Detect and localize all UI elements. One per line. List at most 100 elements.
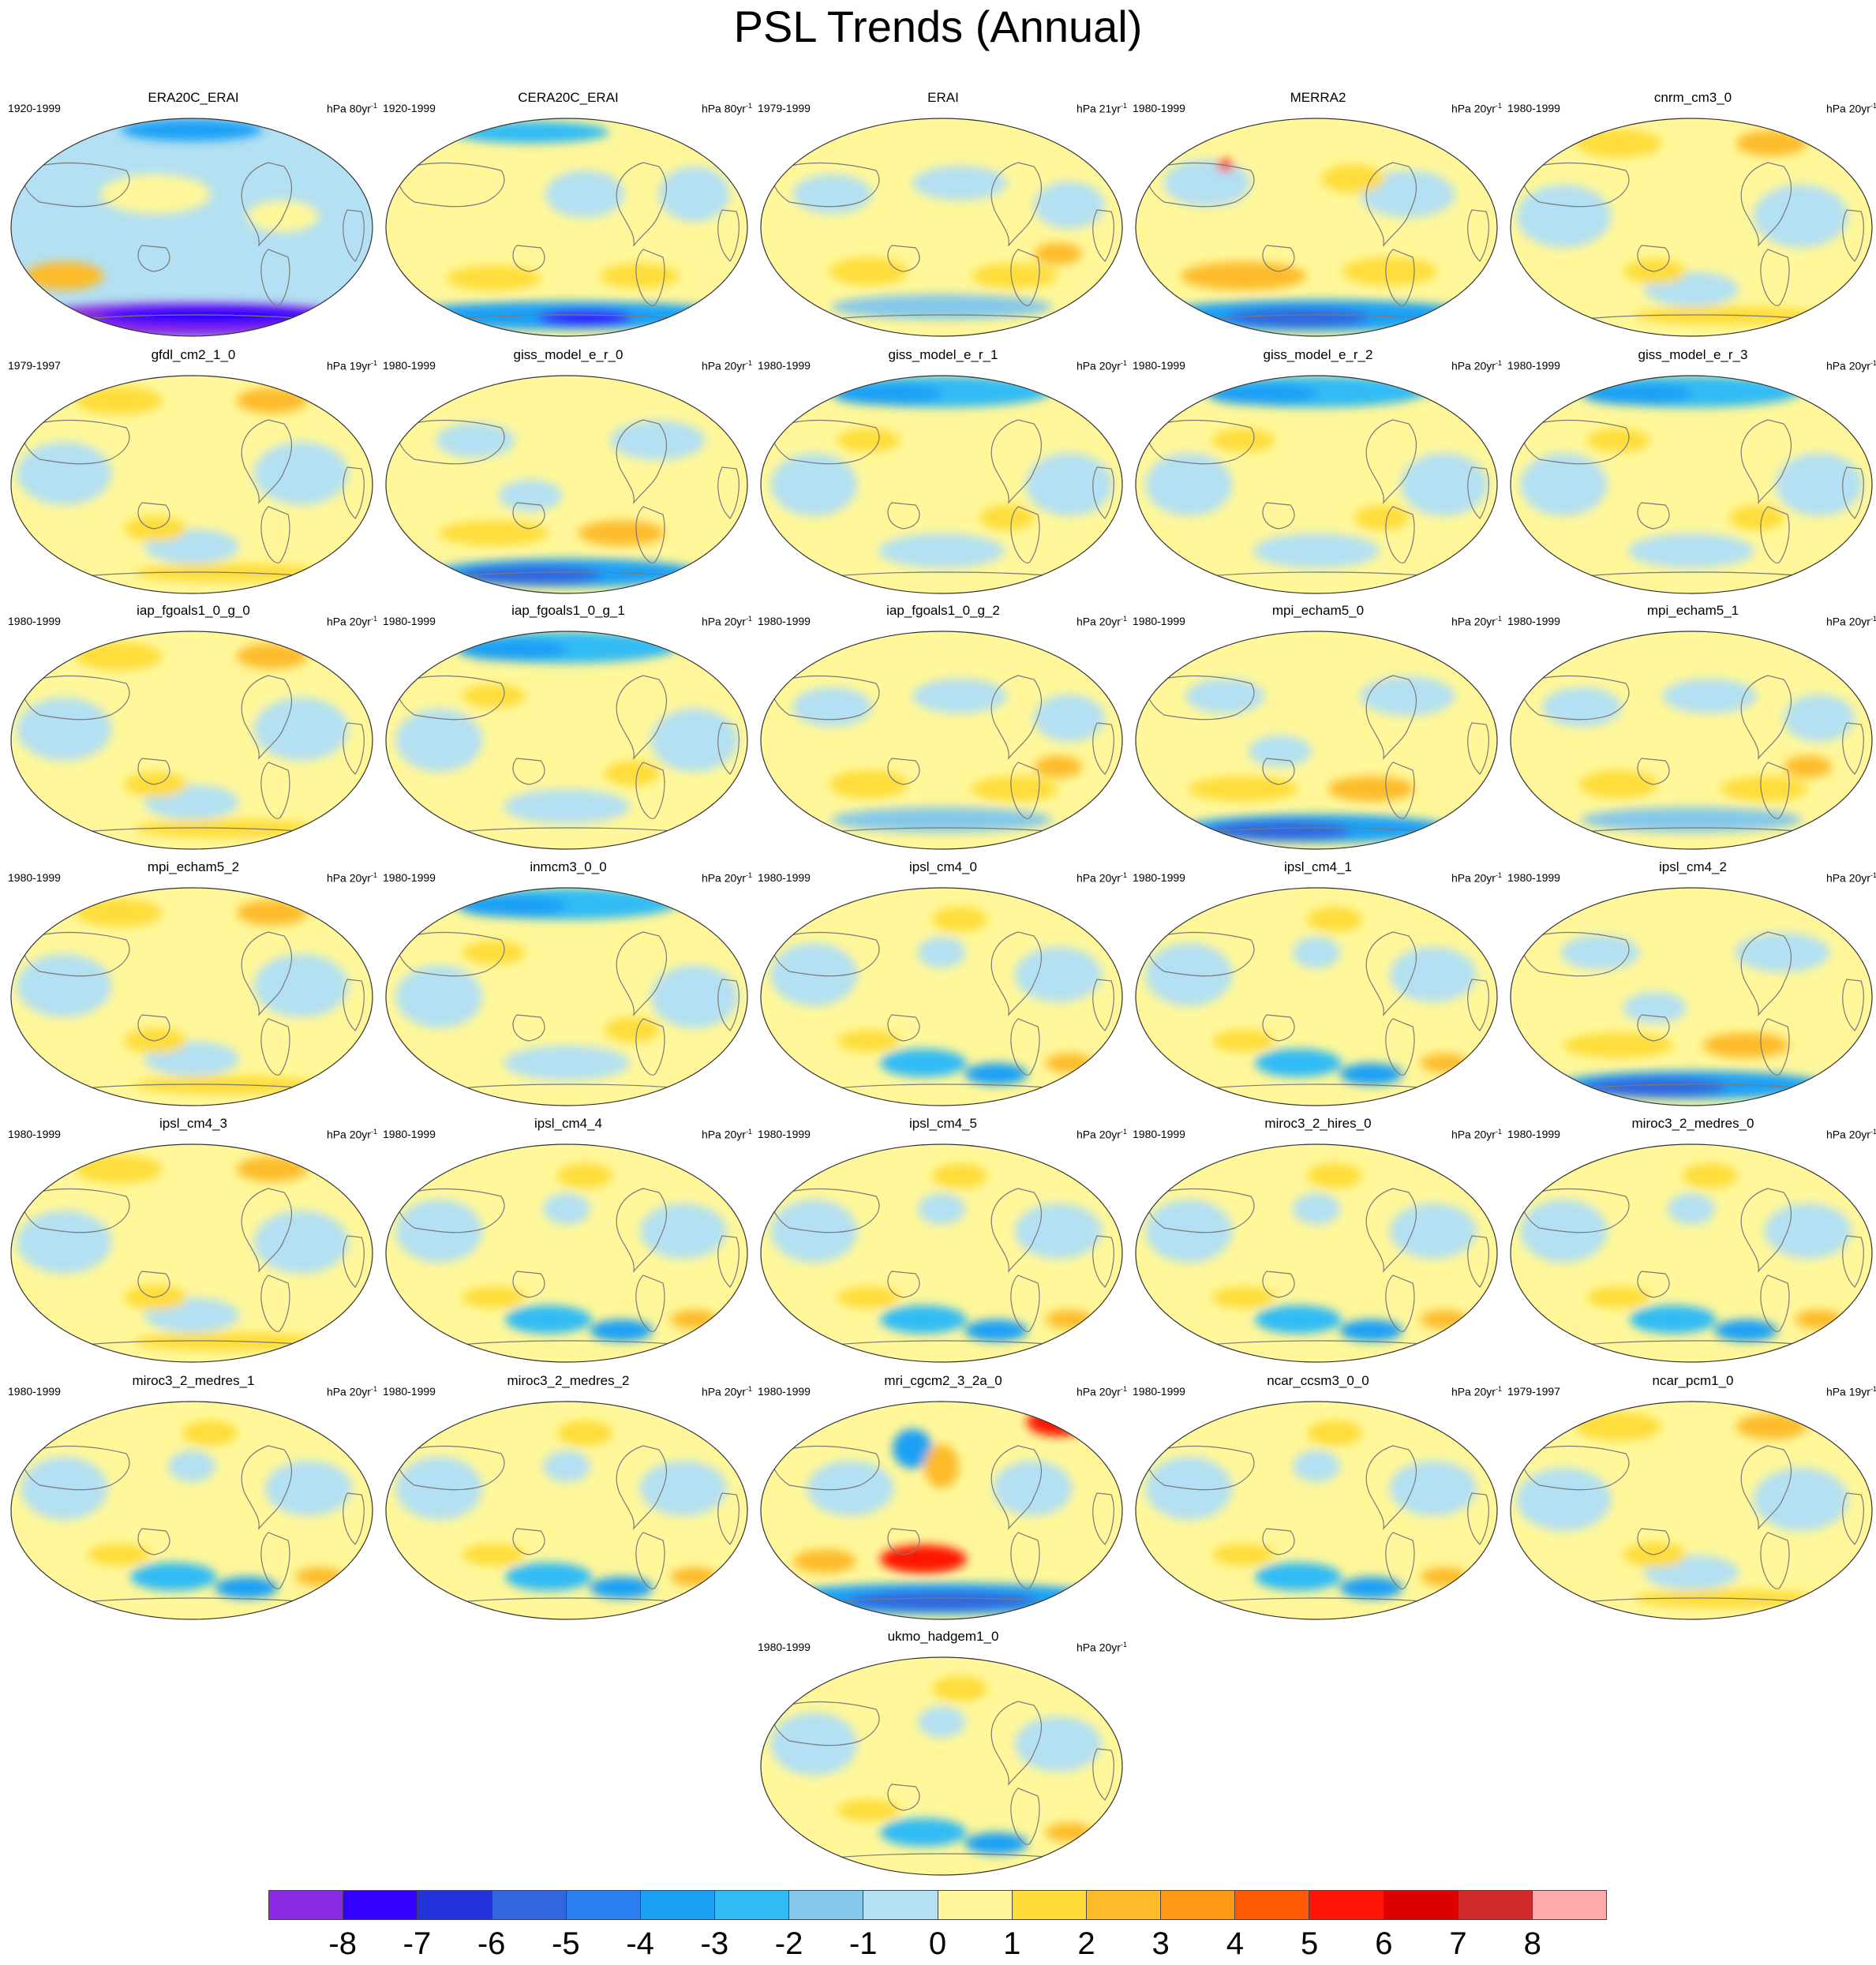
trend-contour [1360, 170, 1455, 218]
panel-title: iap_fgoals1_0_g_0 [137, 603, 250, 618]
trend-contour [971, 776, 1058, 802]
world-map [760, 375, 1123, 594]
trend-contour [829, 257, 908, 286]
panel-units: hPa 20yr-1 [1451, 1382, 1502, 1399]
map-border [1135, 1143, 1498, 1363]
panel-units-exponent: -1 [1120, 1128, 1127, 1136]
trend-contour [121, 118, 263, 141]
panel-units-text: hPa 20yr [1825, 359, 1870, 372]
panel-units: hPa 80yr-1 [327, 99, 377, 116]
panel-units: hPa 20yr-1 [702, 1382, 752, 1399]
trend-contour [395, 965, 483, 1028]
trend-contour [1735, 933, 1830, 972]
map-panel: iap_fgoals1_0_g_0 1980-1999 hPa 20yr-1 [8, 600, 379, 850]
coastline [635, 1018, 665, 1076]
panel-title: giss_model_e_r_2 [1263, 347, 1373, 362]
trend-contour [456, 638, 567, 661]
trend-contour [17, 698, 112, 761]
coastline [1147, 1188, 1255, 1233]
map-panel: iap_fgoals1_0_g_2 1980-1999 hPa 20yr-1 [758, 600, 1129, 850]
panel-units: hPa 20yr-1 [1826, 99, 1876, 116]
map-background [386, 376, 747, 593]
coastline [241, 162, 293, 248]
panel-units-text: hPa 20yr [1076, 1641, 1121, 1654]
map-border [1135, 631, 1498, 850]
map-border [10, 887, 373, 1106]
trend-contour [1516, 185, 1612, 248]
trend-contour [650, 965, 738, 1028]
panel-units-text: hPa 20yr [1076, 615, 1121, 628]
map-border [760, 118, 1123, 337]
panel-title: CERA20C_ERAI [518, 90, 619, 105]
trend-contour [129, 1563, 217, 1591]
panel-title: ERA20C_ERAI [148, 90, 239, 105]
panel-title: ipsl_cm4_4 [534, 1116, 602, 1131]
colorbar-tick-label: 5 [1300, 1926, 1319, 1961]
panel-period: 1980-1999 [758, 1128, 811, 1140]
coastline [1092, 722, 1114, 775]
coastline [1842, 209, 1864, 262]
coastline [241, 1445, 293, 1531]
panel-units-text: hPa 20yr [701, 615, 746, 628]
coastline [512, 1014, 545, 1042]
trend-contour [451, 121, 609, 144]
trend-contour [1682, 1163, 1738, 1188]
world-map [385, 118, 748, 337]
trend-contour [264, 1461, 352, 1516]
trend-contour [1025, 453, 1113, 516]
coastline [1740, 162, 1792, 248]
coastline [137, 1014, 170, 1042]
coastline [1522, 675, 1630, 720]
map-panel: miroc3_2_medres_1 1980-1999 hPa 20yr-1 [8, 1370, 379, 1620]
trend-contour [837, 1799, 901, 1821]
map-panel: ncar_pcm1_0 1979-1997 hPa 19yr-1 [1507, 1370, 1876, 1620]
panel-title: miroc3_2_hires_0 [1264, 1116, 1372, 1131]
panel-units-exponent: -1 [1495, 871, 1502, 879]
trend-contour [1736, 130, 1807, 156]
coastline [343, 209, 365, 262]
coastline [990, 675, 1043, 761]
trend-contour [17, 1211, 112, 1274]
world-map [760, 118, 1123, 337]
panel-title: ipsl_cm4_1 [1284, 859, 1352, 874]
coastline [137, 502, 170, 530]
trend-contour [75, 642, 163, 671]
trend-contour [1736, 1413, 1807, 1439]
coastline [512, 245, 545, 272]
map-panel: CERA20C_ERAI 1920-1999 hPa 80yr-1 [383, 87, 754, 337]
trend-contour [1208, 821, 1351, 840]
trend-contour [1254, 1563, 1342, 1591]
map-panel: ipsl_cm4_5 1980-1999 hPa 20yr-1 [758, 1113, 1129, 1363]
trend-contour [793, 1549, 857, 1574]
panel-units-text: hPa 20yr [1825, 615, 1870, 628]
trend-contour [1307, 1420, 1363, 1446]
trend-contour [1729, 505, 1785, 530]
colorbar-tick-label: -2 [774, 1926, 803, 1961]
panel-title: miroc3_2_medres_2 [507, 1373, 630, 1388]
trend-contour [1389, 1461, 1477, 1516]
coastline [1740, 1445, 1792, 1531]
panel-units-text: hPa 20yr [326, 871, 371, 885]
colorbar-segment [1161, 1891, 1236, 1919]
coastline [1637, 502, 1670, 530]
panel-units-text: hPa 20yr [326, 615, 371, 628]
trend-contour [1623, 992, 1687, 1024]
world-map [385, 887, 748, 1106]
map-border [1135, 118, 1498, 337]
coastline [772, 162, 880, 208]
panel-units-exponent: -1 [1120, 102, 1127, 110]
trend-contour [75, 898, 163, 927]
map-border [760, 1401, 1123, 1620]
colorbar-tick-label: 2 [1077, 1926, 1095, 1961]
panel-units-text: hPa 20yr [1451, 615, 1496, 628]
panel-period: 1980-1999 [383, 1128, 436, 1140]
map-panel: giss_model_e_r_1 1980-1999 hPa 20yr-1 [758, 344, 1129, 594]
coastline [343, 722, 365, 775]
panel-units-text: hPa 20yr [1076, 359, 1121, 372]
trend-contour [932, 907, 988, 932]
coastline [22, 1188, 130, 1233]
map-panel: mri_cgcm2_3_2a_0 1980-1999 hPa 20yr-1 [758, 1370, 1129, 1620]
panel-period: 1980-1999 [1133, 615, 1185, 627]
coastline [1637, 758, 1670, 785]
trend-contour [1560, 935, 1640, 970]
